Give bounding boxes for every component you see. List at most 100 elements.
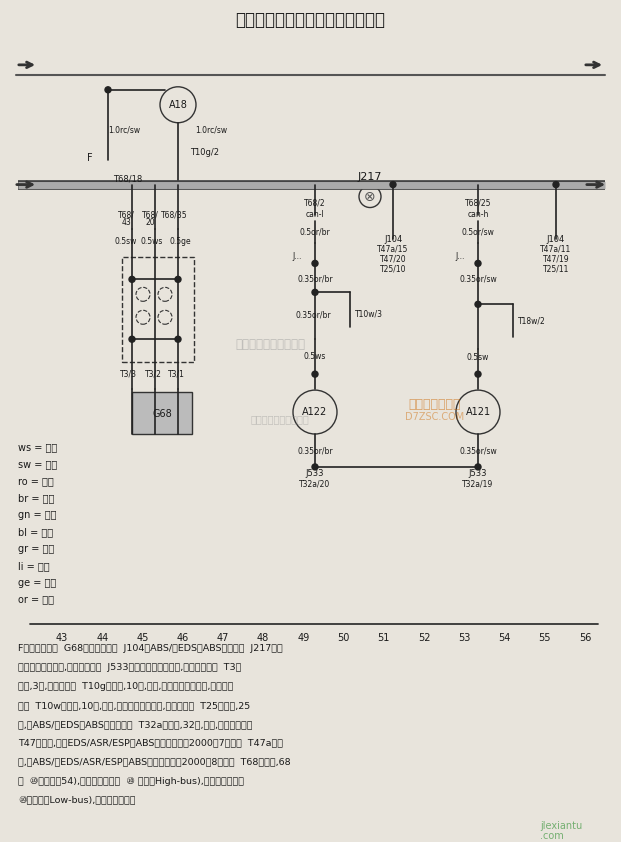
Text: 左侧  T10w－插头,10孔,白色,在插头保护壳体内,流水槽左侧  T25－插头,25: 左侧 T10w－插头,10孔,白色,在插头保护壳体内,流水槽左侧 T25－插头,… (18, 701, 250, 710)
Circle shape (390, 182, 396, 188)
Text: A122: A122 (302, 407, 328, 417)
Text: jlexiantu: jlexiantu (540, 821, 582, 831)
Text: 0.5or/br: 0.5or/br (299, 228, 330, 237)
Text: T25/10: T25/10 (380, 265, 406, 274)
Text: A18: A18 (168, 99, 188, 109)
Circle shape (312, 290, 318, 296)
Text: T25/11: T25/11 (543, 265, 569, 274)
Circle shape (129, 336, 135, 342)
Text: 0.5or/sw: 0.5or/sw (461, 228, 494, 237)
Text: bl = 蓝色: bl = 蓝色 (18, 527, 53, 537)
Circle shape (105, 87, 111, 93)
Text: 0.35or/sw: 0.35or/sw (459, 446, 497, 456)
Text: 55: 55 (538, 632, 551, 642)
Text: can-h: can-h (468, 210, 489, 219)
Text: sw = 黑色: sw = 黑色 (18, 459, 57, 469)
Text: 0.35or/br: 0.35or/br (297, 274, 333, 284)
Text: 头,在ABS/带EDS/ASR/ESP的ABS电控单元上（2000年8月后）  T68－插头,68: 头,在ABS/带EDS/ASR/ESP的ABS电控单元上（2000年8月后） T… (18, 758, 291, 767)
Text: T32a/19: T32a/19 (463, 479, 494, 488)
Text: J...: J... (292, 252, 302, 261)
Text: T47/20: T47/20 (379, 255, 406, 264)
Text: 49: 49 (297, 632, 309, 642)
Text: 孔  ⑩－连接（54),在仪表板线束内  ⑩ 连接（High-bus),在仪表板线束内: 孔 ⑩－连接（54),在仪表板线束内 ⑩ 连接（High-bus),在仪表板线束… (18, 776, 244, 786)
Text: T68/: T68/ (117, 210, 134, 219)
Text: ⑩－连接（Low-bus),在仪表板线束内: ⑩－连接（Low-bus),在仪表板线束内 (18, 796, 135, 805)
Text: 43: 43 (56, 632, 68, 642)
Text: 0.5ge: 0.5ge (169, 237, 191, 246)
Text: J533: J533 (306, 470, 324, 478)
Text: 51: 51 (378, 632, 390, 642)
Text: T68/18: T68/18 (114, 174, 143, 183)
Text: 0.5sw: 0.5sw (115, 237, 137, 246)
Text: T32a/20: T32a/20 (299, 479, 330, 488)
Text: 0.5ws: 0.5ws (304, 352, 326, 360)
Text: J104: J104 (547, 235, 565, 244)
Text: 50: 50 (337, 632, 350, 642)
Text: T47a/11: T47a/11 (540, 245, 571, 254)
Text: 1.0rc/sw: 1.0rc/sw (108, 125, 140, 134)
Text: 20: 20 (145, 218, 155, 227)
Text: 0.35or/br: 0.35or/br (297, 446, 333, 456)
Text: 1.0rc/sw: 1.0rc/sw (195, 125, 227, 134)
Text: 54: 54 (498, 632, 510, 642)
Text: T10g/2: T10g/2 (190, 148, 219, 157)
Text: T47－插头,在带EDS/ASR/ESP的ABS电控单元上（2000年7月前）  T47a－插: T47－插头,在带EDS/ASR/ESP的ABS电控单元上（2000年7月前） … (18, 738, 283, 748)
Text: or = 橙色: or = 橙色 (18, 594, 54, 605)
Text: T10w/3: T10w/3 (355, 310, 383, 319)
Text: D7ZSC.COM: D7ZSC.COM (406, 412, 465, 422)
Bar (132, 392, 192, 434)
Text: 43: 43 (121, 218, 131, 227)
Text: T3/1: T3/1 (168, 370, 184, 379)
Text: T18w/2: T18w/2 (518, 317, 546, 326)
Text: li = 紫色: li = 紫色 (18, 561, 50, 571)
Text: 46: 46 (176, 632, 189, 642)
Text: T68/25: T68/25 (465, 198, 491, 207)
Text: J533: J533 (469, 470, 487, 478)
Bar (122, 258, 194, 362)
Text: 孔,在ABS/带EDS的ABS电控单元上  T32a－插头,32孔,绿色,在组合仪表上: 孔,在ABS/带EDS的ABS电控单元上 T32a－插头,32孔,绿色,在组合仪… (18, 720, 253, 729)
Text: T68/2: T68/2 (304, 198, 326, 207)
Circle shape (312, 260, 318, 266)
Circle shape (475, 260, 481, 266)
Text: ws = 白色: ws = 白色 (18, 442, 57, 452)
Text: can-l: can-l (306, 210, 324, 219)
Text: 56: 56 (579, 632, 591, 642)
Circle shape (475, 371, 481, 377)
Text: 插头,3孔,在变速器上  T10g－插头,10孔,灰色,在插头保护壳体内,在流水槽: 插头,3孔,在变速器上 T10g－插头,10孔,灰色,在插头保护壳体内,在流水槽 (18, 682, 233, 691)
Text: T47a/15: T47a/15 (378, 245, 409, 254)
Text: gr = 灰色: gr = 灰色 (18, 544, 54, 554)
Text: 0.5sw: 0.5sw (467, 353, 489, 362)
Text: T47/19: T47/19 (543, 255, 569, 264)
Text: 0.5ws: 0.5ws (141, 237, 163, 246)
Text: 杭州将睿科技有限公司: 杭州将睿科技有限公司 (235, 338, 305, 351)
Text: 47: 47 (217, 632, 229, 642)
Text: 0.35or/sw: 0.35or/sw (459, 274, 497, 284)
Text: F－制动灯开关  G68－车速传感器  J104－ABS/带EDS的ABS电控单元  J217－自: F－制动灯开关 G68－车速传感器 J104－ABS/带EDS的ABS电控单元 … (18, 644, 283, 653)
Text: G68: G68 (152, 409, 172, 419)
Circle shape (553, 182, 559, 188)
Text: 全球最大电子采购网站: 全球最大电子采购网站 (251, 414, 309, 424)
Circle shape (175, 276, 181, 282)
Text: 0.35or/br: 0.35or/br (295, 311, 331, 320)
Circle shape (129, 276, 135, 282)
Text: 52: 52 (418, 632, 430, 642)
Text: ro = 红色: ro = 红色 (18, 476, 54, 486)
Circle shape (475, 301, 481, 307)
Text: J...: J... (455, 252, 465, 261)
Text: T68/: T68/ (142, 210, 158, 219)
Text: T68/35: T68/35 (161, 210, 188, 219)
Text: 48: 48 (257, 632, 270, 642)
Circle shape (175, 336, 181, 342)
Text: ⊗: ⊗ (364, 189, 376, 204)
Text: T3/2: T3/2 (145, 370, 161, 379)
Circle shape (312, 464, 318, 470)
Text: 动变速器电控单元,在流水槽中部  J533－数据总线诊断接口,在组合仪表内  T3－: 动变速器电控单元,在流水槽中部 J533－数据总线诊断接口,在组合仪表内 T3－ (18, 663, 242, 672)
Text: gn = 绿色: gn = 绿色 (18, 509, 57, 520)
Text: ge = 黄色: ge = 黄色 (18, 578, 57, 588)
Text: T3/3: T3/3 (119, 370, 137, 379)
Circle shape (312, 371, 318, 377)
Text: A121: A121 (465, 407, 491, 417)
Text: 45: 45 (136, 632, 148, 642)
Text: F: F (87, 152, 93, 163)
Text: 53: 53 (458, 632, 471, 642)
